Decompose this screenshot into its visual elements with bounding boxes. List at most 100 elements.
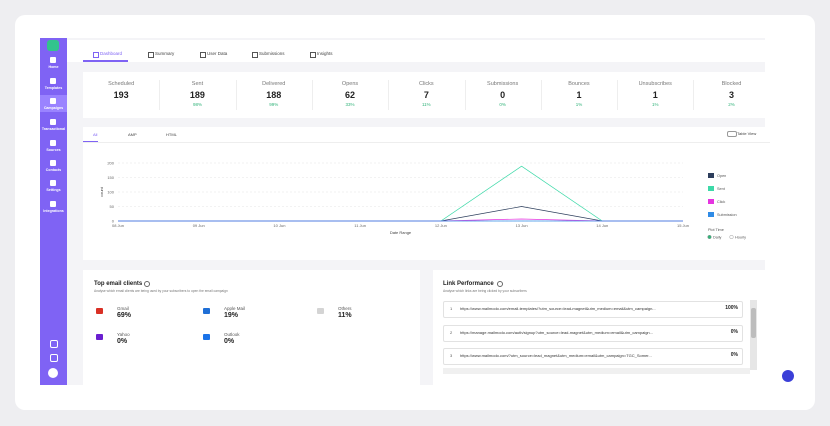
client-name: Others [338, 306, 352, 311]
y-tick-label: 200 [107, 161, 114, 166]
line-series [118, 165, 683, 222]
stat-value: 188 [266, 90, 282, 100]
stat-percent: 1% [575, 102, 583, 107]
radio-label: Hourly [735, 236, 746, 240]
nav-label[interactable]: Home [48, 65, 59, 69]
link-index: 3 [450, 353, 453, 358]
legend-label: Click [717, 200, 725, 204]
line-series [118, 206, 683, 222]
tab-icon[interactable] [93, 52, 99, 58]
x-tick-label: 08 Jun [112, 223, 124, 228]
link-url[interactable]: https://manage.mailmodo.com/auth/signup?… [460, 330, 653, 335]
avatar[interactable] [48, 368, 58, 378]
tab[interactable]: Insights [317, 51, 333, 56]
stat-label: Bounces [568, 81, 590, 87]
active-tab-underline [83, 60, 128, 62]
stat-percent: 98% [192, 102, 202, 107]
tab[interactable]: Summary [155, 51, 175, 56]
nav-label[interactable]: Templates [44, 86, 63, 90]
y-tick-label: 150 [107, 175, 114, 180]
stat-value: 1 [576, 90, 582, 100]
nav-label[interactable]: Settings [46, 188, 61, 192]
tab-icon[interactable] [310, 52, 316, 58]
stat-divider [464, 80, 466, 110]
tab[interactable]: User Data [207, 51, 228, 56]
divider [83, 142, 770, 143]
toggle-label[interactable]: Table View [737, 131, 757, 136]
client-icon [203, 308, 210, 314]
chart-card [83, 127, 770, 260]
x-tick-label: 10 Jun [273, 223, 285, 228]
link-index: 1 [450, 306, 453, 311]
horizontal-scrollbar[interactable] [443, 368, 750, 374]
nav-label[interactable]: Contacts [45, 168, 62, 172]
info-icon [497, 281, 503, 287]
logo [47, 40, 59, 51]
tab-icon[interactable] [200, 52, 206, 58]
stat-divider [693, 80, 695, 110]
tab-icon[interactable] [252, 52, 258, 58]
stat-label: Blocked [721, 81, 742, 87]
scrollbar-thumb[interactable] [751, 308, 756, 338]
table-view-toggle[interactable] [727, 131, 737, 137]
tab[interactable]: Submissions [259, 51, 285, 56]
stat-label: Scheduled [108, 81, 135, 87]
link-row [443, 325, 743, 342]
stat-percent: 2% [728, 102, 735, 107]
stat-value: 189 [189, 90, 205, 100]
link-row [443, 348, 743, 365]
y-axis-label: count [99, 186, 104, 197]
radio[interactable] [729, 234, 734, 239]
nav-icon[interactable] [50, 201, 56, 207]
chart-tab[interactable]: All [93, 132, 98, 137]
nav-label[interactable]: Integrations [43, 209, 64, 213]
chart-tab[interactable]: AMP [128, 132, 137, 137]
stat-label: Opens [341, 81, 359, 87]
chat-button[interactable] [782, 370, 794, 382]
stat-value: 0 [500, 90, 506, 100]
stat-label: Delivered [262, 81, 286, 87]
link-percent: 0% [730, 329, 738, 335]
legend-swatch [708, 173, 714, 178]
tab[interactable]: Dashboard [100, 51, 123, 56]
client-percent: 69% [117, 312, 132, 319]
client-name: Yahoo [117, 332, 130, 337]
nav-label[interactable]: Sources [46, 148, 61, 152]
tab-icon[interactable] [148, 52, 154, 58]
link-row [443, 301, 743, 318]
stat-value: 193 [113, 90, 129, 100]
nav-bottom-icon[interactable] [50, 354, 58, 362]
stat-divider [617, 80, 619, 110]
stat-percent: 1% [651, 102, 659, 107]
stat-value: 3 [729, 90, 735, 100]
nav-label[interactable]: Campaigns [43, 106, 64, 110]
stat-divider [235, 80, 237, 110]
nav-icon[interactable] [50, 160, 56, 166]
link-url[interactable]: https://www.mailmodo.com/?utm_source=lea… [460, 353, 652, 358]
nav-label[interactable]: Transactional [41, 127, 66, 131]
client-name: Outlook [224, 332, 240, 337]
stat-label: Unsubscribes [638, 81, 672, 87]
card-title: Top email clients [94, 281, 143, 287]
x-tick-label: 09 Jun [193, 223, 205, 228]
stat-divider [540, 80, 542, 110]
nav-icon[interactable] [50, 140, 56, 146]
link-url[interactable]: https://www.mailmodo.com/email-templates… [460, 306, 656, 311]
legend-label: Sent [717, 187, 726, 191]
plot-time-label: Plot Time [708, 228, 724, 232]
stat-label: Submissions [487, 81, 519, 87]
chart-tab[interactable]: HTML [166, 132, 177, 137]
client-icon [203, 334, 210, 340]
nav-icon[interactable] [50, 57, 56, 63]
nav-icon[interactable] [50, 119, 56, 125]
legend-label: Open [717, 174, 726, 178]
tab-bar [67, 40, 765, 62]
nav-bottom-icon[interactable] [50, 340, 58, 348]
stats-card [83, 72, 770, 118]
nav-icon[interactable] [50, 180, 56, 186]
radio[interactable] [707, 234, 712, 239]
client-icon [317, 308, 324, 314]
nav-icon[interactable] [50, 78, 56, 84]
nav-icon[interactable] [50, 98, 56, 104]
y-tick-label: 50 [110, 204, 115, 209]
